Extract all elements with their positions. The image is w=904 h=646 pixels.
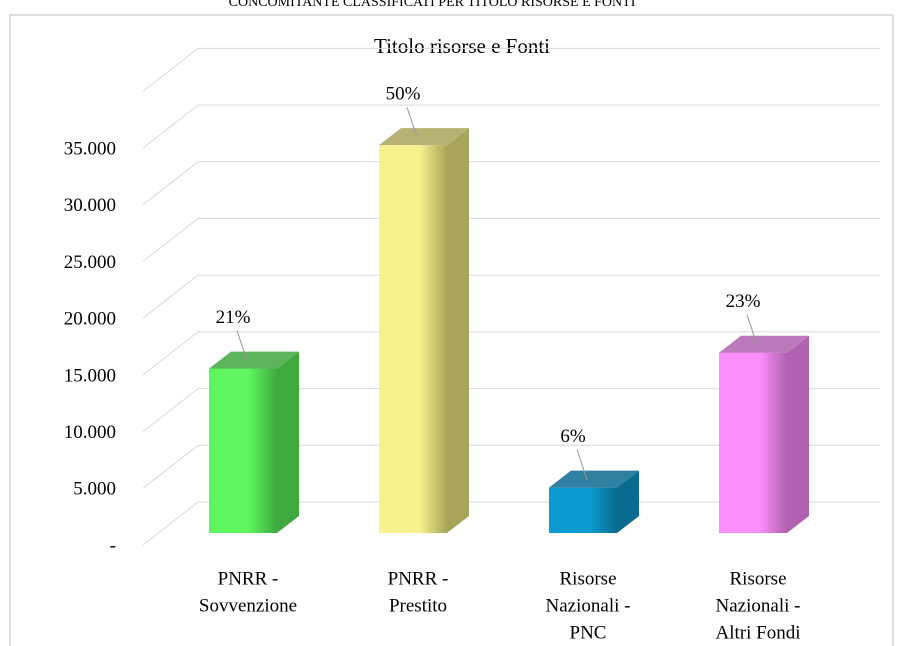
bar-front xyxy=(209,368,277,533)
data-label: 50% xyxy=(386,84,421,105)
data-label: 21% xyxy=(216,307,251,328)
bar-side xyxy=(447,128,469,533)
bar xyxy=(209,351,299,533)
y-tick-label: 30.000 xyxy=(64,195,116,216)
y-tick-label: 15.000 xyxy=(64,365,116,386)
x-tick-label: Prestito xyxy=(389,595,447,616)
bar-top xyxy=(549,470,639,488)
bar-front xyxy=(549,487,617,533)
bar-top xyxy=(719,335,809,353)
grid-line xyxy=(142,388,199,432)
x-tick-label: Risorse xyxy=(730,568,787,589)
bar-side xyxy=(617,470,639,533)
y-tick-label: 10.000 xyxy=(64,422,116,443)
bar-front xyxy=(719,352,787,533)
bar-side xyxy=(277,351,299,533)
y-tick-label: 35.000 xyxy=(64,138,116,159)
grid-line xyxy=(142,218,199,262)
data-label: 6% xyxy=(560,426,586,447)
x-tick-label: Nazionali - xyxy=(546,595,631,616)
page-heading: CONCOMITANTE CLASSIFICATI PER TITOLO RIS… xyxy=(229,0,636,10)
label-leader xyxy=(576,449,588,480)
x-tick-label: PNC xyxy=(570,622,607,643)
back-wall-top xyxy=(142,48,199,92)
label-leader xyxy=(746,314,758,345)
y-tick-label: 25.000 xyxy=(64,252,116,273)
bar xyxy=(549,470,639,533)
x-tick-label: Nazionali - xyxy=(716,595,801,616)
grid-line xyxy=(142,274,199,319)
bar xyxy=(379,128,469,533)
label-leader xyxy=(406,107,418,138)
bar xyxy=(719,335,809,533)
y-tick-label: 20.000 xyxy=(64,309,116,330)
grid-line xyxy=(142,161,199,206)
grid-line xyxy=(142,331,199,376)
data-label: 23% xyxy=(726,291,761,312)
grid-line xyxy=(142,444,199,489)
bar-front xyxy=(379,145,447,533)
chart-title: Titolo risorse e Fonti xyxy=(374,34,550,58)
grid-line xyxy=(142,501,199,546)
x-tick-label: PNRR - xyxy=(218,568,279,589)
label-leader xyxy=(236,330,248,361)
x-tick-label: Altri Fondi xyxy=(716,622,801,643)
y-tick-label: - xyxy=(110,535,116,556)
x-tick-label: Risorse xyxy=(560,568,617,589)
bar-side xyxy=(787,335,809,533)
bar-top xyxy=(379,128,469,146)
x-tick-label: Sovvenzione xyxy=(199,595,297,616)
y-tick-label: 5.000 xyxy=(73,479,116,500)
x-tick-label: PNRR - xyxy=(388,568,449,589)
grid-line xyxy=(142,104,199,149)
bar-top xyxy=(209,351,299,369)
